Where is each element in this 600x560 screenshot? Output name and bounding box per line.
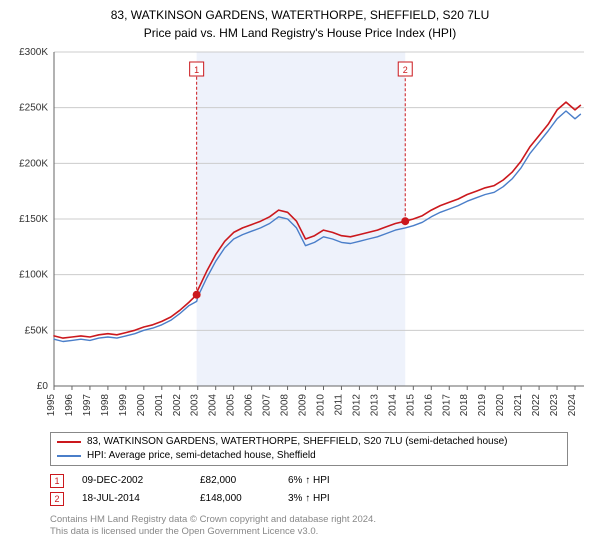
svg-text:2019: 2019 — [477, 393, 488, 416]
svg-text:2009: 2009 — [298, 393, 309, 416]
svg-text:2014: 2014 — [387, 393, 398, 416]
svg-text:2004: 2004 — [208, 393, 219, 416]
svg-text:£200K: £200K — [19, 158, 48, 169]
svg-text:2016: 2016 — [423, 393, 434, 416]
svg-text:£150K: £150K — [19, 214, 48, 225]
svg-text:1997: 1997 — [82, 393, 93, 416]
svg-text:£100K: £100K — [19, 269, 48, 280]
svg-text:2000: 2000 — [136, 393, 147, 416]
line-chart: £0 £50K £100K £150K £200K £250K £300K 1995 1996 1… — [10, 46, 590, 426]
svg-text:£50K: £50K — [25, 325, 49, 336]
svg-text:2005: 2005 — [226, 393, 237, 416]
legend-item: HPI: Average price, semi-detached house,… — [57, 449, 561, 463]
svg-text:1999: 1999 — [118, 393, 129, 416]
chart-subtitle: Price paid vs. HM Land Registry's House … — [10, 26, 590, 40]
svg-text:2023: 2023 — [549, 393, 560, 416]
svg-text:2011: 2011 — [333, 393, 344, 415]
attribution: Contains HM Land Registry data © Crown c… — [50, 514, 568, 539]
legend-label: 83, WATKINSON GARDENS, WATERTHORPE, SHEF… — [87, 435, 508, 449]
svg-text:2012: 2012 — [351, 393, 362, 416]
svg-text:2013: 2013 — [369, 393, 380, 416]
svg-text:2015: 2015 — [405, 393, 416, 416]
attribution-line: Contains HM Land Registry data © Crown c… — [50, 514, 568, 526]
transaction-row: 1 09-DEC-2002 £82,000 6% ↑ HPI — [50, 472, 568, 490]
svg-text:2020: 2020 — [495, 393, 506, 416]
svg-text:2001: 2001 — [154, 393, 165, 416]
legend-swatch — [57, 441, 81, 443]
transaction-marker: 2 — [50, 492, 64, 506]
transaction-pct: 6% ↑ HPI — [288, 475, 368, 486]
svg-text:2017: 2017 — [441, 393, 452, 416]
svg-text:1996: 1996 — [64, 393, 75, 416]
legend-item: 83, WATKINSON GARDENS, WATERTHORPE, SHEF… — [57, 435, 561, 449]
transaction-pct: 3% ↑ HPI — [288, 493, 368, 504]
svg-text:2008: 2008 — [280, 393, 291, 416]
svg-text:2007: 2007 — [262, 393, 273, 416]
transaction-date: 18-JUL-2014 — [82, 493, 182, 504]
svg-text:£0: £0 — [37, 381, 49, 392]
legend: 83, WATKINSON GARDENS, WATERTHORPE, SHEF… — [50, 432, 568, 466]
transaction-marker: 1 — [50, 474, 64, 488]
svg-text:£250K: £250K — [19, 102, 48, 113]
svg-text:1995: 1995 — [46, 393, 57, 416]
svg-text:2003: 2003 — [190, 393, 201, 416]
transaction-price: £82,000 — [200, 475, 270, 486]
legend-swatch — [57, 455, 81, 457]
svg-text:2006: 2006 — [244, 393, 255, 416]
transaction-table: 1 09-DEC-2002 £82,000 6% ↑ HPI 2 18-JUL-2014 £… — [50, 472, 568, 508]
transaction-price: £148,000 — [200, 493, 270, 504]
svg-text:1: 1 — [194, 65, 199, 75]
chart-area: £0 £50K £100K £150K £200K £250K £300K 1995 1996 1… — [10, 46, 590, 426]
transaction-row: 2 18-JUL-2014 £148,000 3% ↑ HPI — [50, 490, 568, 508]
svg-text:2022: 2022 — [531, 393, 542, 416]
svg-text:2024: 2024 — [567, 393, 578, 416]
svg-text:£300K: £300K — [19, 47, 48, 58]
svg-text:2018: 2018 — [459, 393, 470, 416]
svg-text:2021: 2021 — [513, 393, 524, 416]
svg-text:1998: 1998 — [100, 393, 111, 416]
svg-text:2002: 2002 — [172, 393, 183, 416]
svg-text:2: 2 — [403, 65, 408, 75]
transaction-date: 09-DEC-2002 — [82, 475, 182, 486]
attribution-line: This data is licensed under the Open Gov… — [50, 526, 568, 538]
svg-text:2010: 2010 — [315, 393, 326, 416]
chart-title: 83, WATKINSON GARDENS, WATERTHORPE, SHEF… — [10, 8, 590, 24]
legend-label: HPI: Average price, semi-detached house,… — [87, 449, 316, 463]
